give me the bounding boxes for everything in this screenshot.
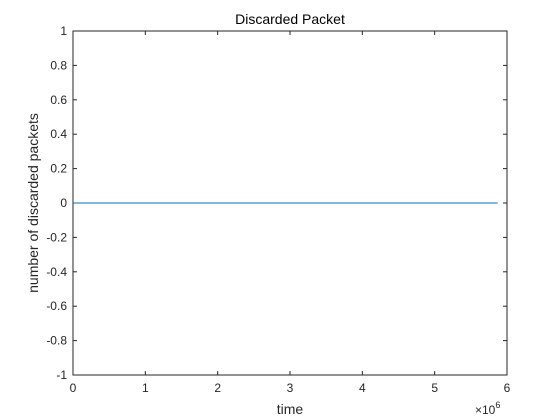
y-tick-label: -0.8 (46, 334, 67, 348)
y-tick-label: -0.2 (46, 230, 67, 244)
x-tick-label: 6 (504, 381, 511, 395)
x-axis-multiplier-exponent: 6 (495, 400, 500, 410)
x-tick-label: 0 (70, 381, 77, 395)
x-tick-label: 2 (214, 381, 221, 395)
y-tick-label: 0.2 (50, 162, 67, 176)
y-tick-label: 1 (60, 24, 67, 38)
y-tick-label: 0.4 (50, 127, 67, 141)
y-tick-label: -1 (56, 368, 67, 382)
x-tick-labels: 0 1 2 3 4 5 6 (70, 381, 511, 395)
y-tick-label: -0.6 (46, 299, 67, 313)
y-axis-label: number of discarded packets (25, 113, 41, 293)
x-tick-label: 1 (142, 381, 149, 395)
x-tick-label: 3 (287, 381, 294, 395)
y-tick-labels: -1 -0.8 -0.6 -0.4 -0.2 0 0.2 0.4 0.6 0.8 1 (46, 24, 67, 382)
tick-marks (72, 30, 508, 376)
y-tick-label: 0.8 (50, 58, 67, 72)
y-tick-label: 0.6 (50, 93, 67, 107)
x-axis-multiplier: ×106 (475, 400, 500, 417)
y-tick-label: -0.4 (46, 265, 67, 279)
y-tick-label: 0 (60, 196, 67, 210)
x-tick-label: 4 (359, 381, 366, 395)
chart-title: Discarded Packet (235, 11, 345, 27)
x-axis-multiplier-base: ×10 (475, 403, 496, 417)
x-tick-label: 5 (431, 381, 438, 395)
x-axis-label: time (277, 401, 304, 417)
